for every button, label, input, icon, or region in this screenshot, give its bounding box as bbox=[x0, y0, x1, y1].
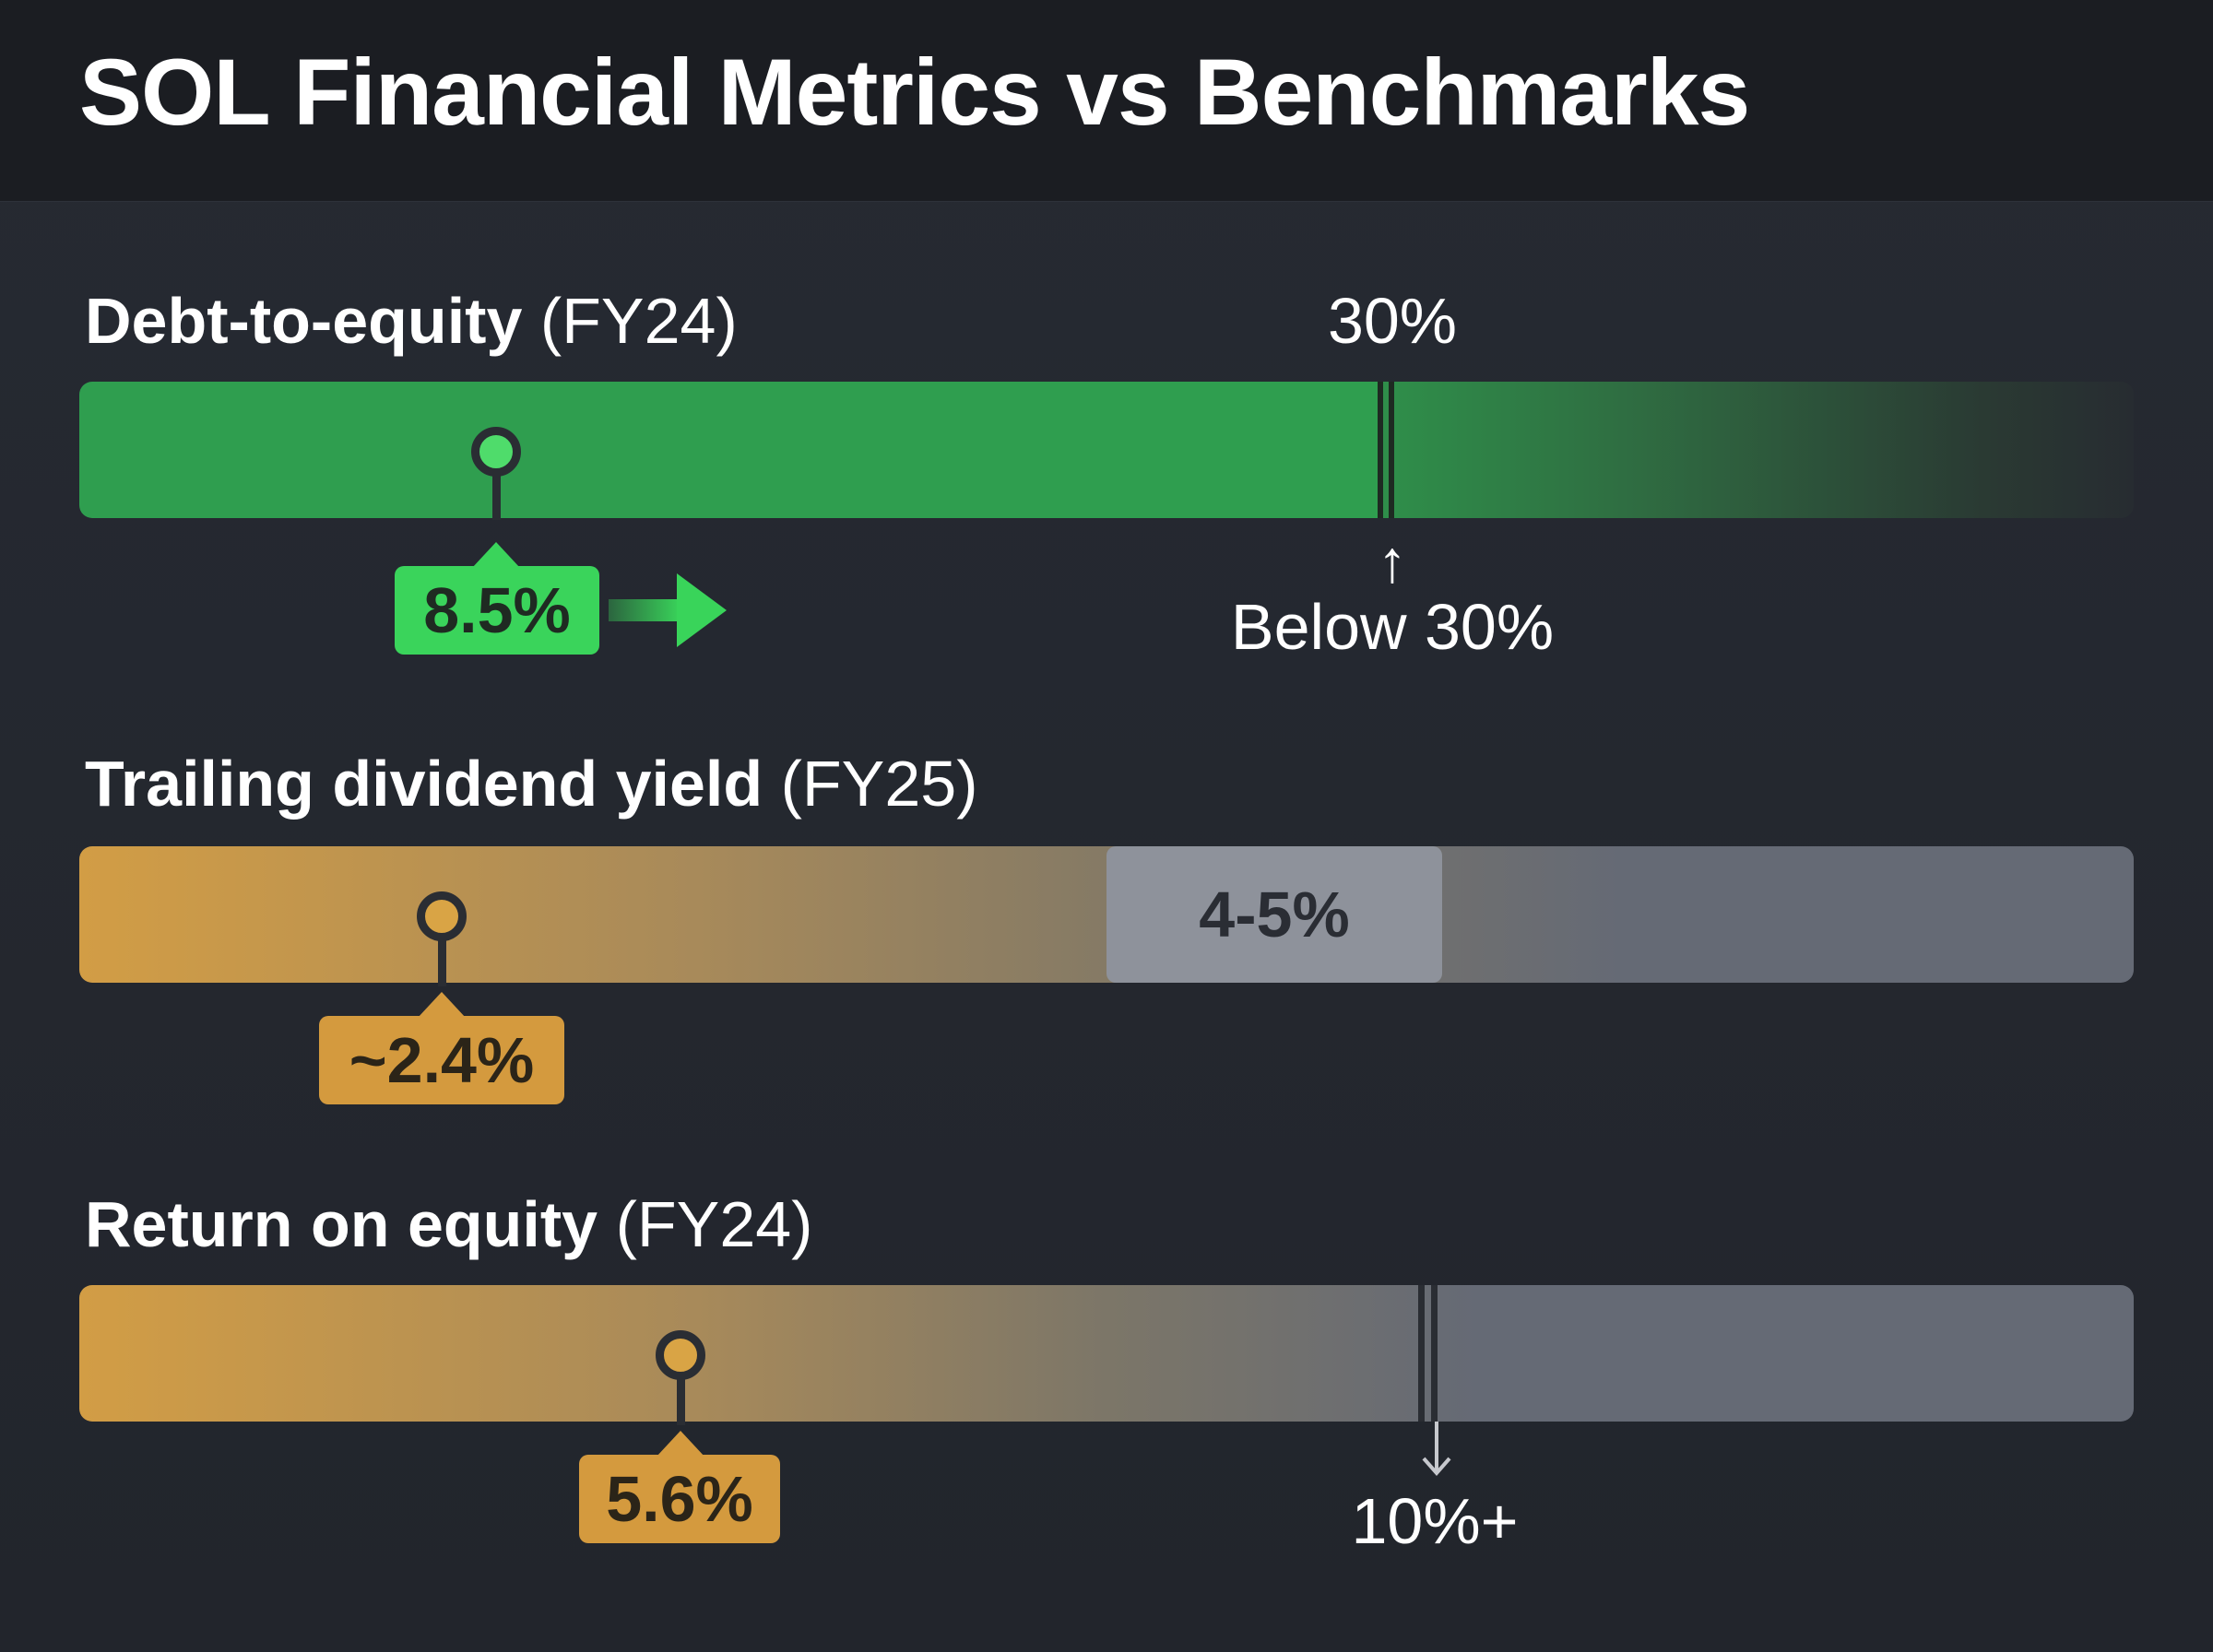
threshold-line bbox=[1431, 1285, 1438, 1422]
value-marker-pin bbox=[471, 427, 521, 477]
benchmark-band-label: 4-5% bbox=[1199, 879, 1350, 950]
value-marker-pin bbox=[417, 891, 467, 941]
benchmark-threshold-label: 30% bbox=[1327, 285, 1458, 357]
chart-title: SOL Financial Metrics vs Benchmarks bbox=[79, 40, 1750, 145]
threshold-line bbox=[1389, 382, 1394, 518]
benchmark-down-arrow-icon bbox=[1422, 1422, 1451, 1477]
header-bar: SOL Financial Metrics vs Benchmarks bbox=[0, 0, 2213, 202]
benchmark-up-arrow-icon: ↑ bbox=[1378, 528, 1407, 595]
bar-fill-good bbox=[79, 382, 1381, 518]
metric-name: Trailing dividend yield bbox=[85, 748, 763, 820]
metric-period: (FY24) bbox=[539, 285, 738, 357]
bar-fill-warn bbox=[79, 1285, 2134, 1422]
metric-label-dividend-yield: Trailing dividend yield (FY25) bbox=[85, 747, 978, 820]
badge-notch bbox=[418, 992, 466, 1018]
value-badge-debt-to-equity: 8.5% bbox=[395, 566, 599, 655]
benchmark-text-return-on-equity: 10%+ bbox=[1351, 1485, 1519, 1557]
benchmark-text-debt-to-equity: Below 30% bbox=[1230, 591, 1555, 663]
value-marker-stem bbox=[677, 1377, 685, 1425]
metric-label-return-on-equity: Return on equity (FY24) bbox=[85, 1187, 813, 1261]
value-marker-stem bbox=[438, 938, 446, 986]
metric-bar-debt-to-equity bbox=[79, 382, 2134, 518]
metric-name: Return on equity bbox=[85, 1188, 598, 1260]
benchmark-band bbox=[1106, 846, 1442, 983]
bar-remainder bbox=[1381, 382, 2134, 518]
metric-name: Debt-to-equity bbox=[85, 285, 523, 357]
badge-notch bbox=[657, 1431, 704, 1457]
metric-label-debt-to-equity: Debt-to-equity (FY24) bbox=[85, 284, 738, 358]
metric-bar-dividend-yield: 4-5% bbox=[79, 846, 2134, 983]
threshold-line bbox=[1418, 1285, 1425, 1422]
threshold-line bbox=[1378, 382, 1383, 518]
value-badge-return-on-equity: 5.6% bbox=[579, 1455, 780, 1543]
value-badge-dividend-yield: ~2.4% bbox=[319, 1016, 564, 1104]
badge-notch bbox=[472, 542, 520, 568]
metric-period: (FY24) bbox=[615, 1188, 813, 1260]
metric-period: (FY25) bbox=[780, 748, 978, 820]
metric-bar-return-on-equity bbox=[79, 1285, 2134, 1422]
value-marker-stem bbox=[492, 474, 501, 520]
value-marker-pin bbox=[656, 1330, 705, 1380]
improvement-arrow-icon bbox=[609, 573, 727, 647]
